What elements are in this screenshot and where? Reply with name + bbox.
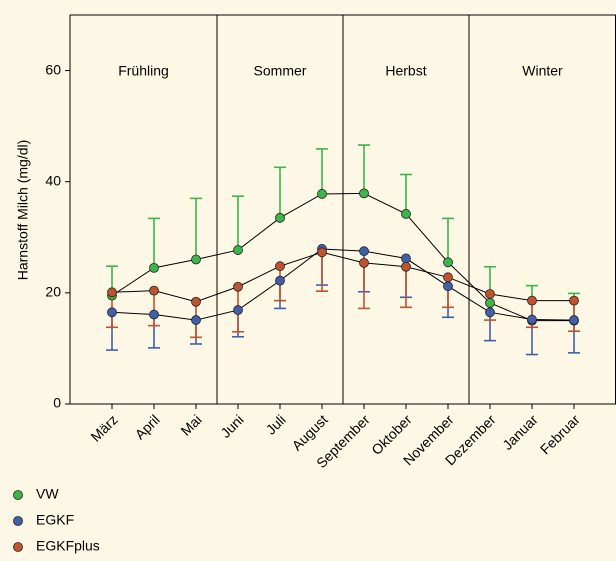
y-axis-label: Harnstoff Milch (mg/dl): [15, 140, 31, 281]
legend-marker: [13, 516, 23, 526]
marker: [485, 307, 495, 318]
x-tick-label: Mai: [177, 411, 204, 438]
y-tick-label: 60: [45, 61, 61, 77]
legend-marker: [13, 542, 23, 552]
marker: [443, 257, 453, 268]
marker: [527, 314, 537, 325]
legend-label: VW: [36, 486, 59, 502]
series-line: [111, 251, 574, 303]
marker: [149, 285, 159, 296]
marker: [359, 246, 369, 257]
series-line: [111, 192, 574, 322]
marker: [107, 307, 117, 318]
marker: [149, 309, 159, 320]
marker: [275, 275, 285, 286]
marker: [191, 254, 201, 265]
marker: [443, 281, 453, 292]
marker: [317, 189, 327, 199]
x-tick-label: März: [87, 411, 120, 444]
series-line: [111, 248, 575, 321]
error-bar: [358, 144, 370, 194]
error-bar: [400, 173, 412, 214]
marker: [569, 295, 579, 306]
season-label: Sommer: [254, 63, 307, 79]
marker: [191, 315, 201, 325]
marker: [149, 262, 159, 273]
error-bar: [358, 262, 370, 310]
error-bar: [274, 166, 286, 218]
y-tick-label: 40: [45, 172, 61, 188]
marker: [233, 305, 243, 315]
y-tick-label: 0: [53, 395, 61, 411]
marker: [317, 247, 327, 258]
season-label: Frühling: [118, 63, 169, 79]
season-label: Winter: [522, 63, 563, 79]
marker: [527, 295, 537, 306]
y-tick-label: 20: [45, 284, 61, 300]
marker: [107, 287, 117, 298]
error-bar: [442, 217, 454, 263]
error-bar: [190, 197, 202, 260]
x-tick-label: Juli: [263, 411, 289, 437]
marker: [443, 272, 453, 283]
error-bar: [316, 148, 328, 194]
error-bar: [148, 217, 160, 268]
legend-marker: [13, 490, 23, 500]
legend-label: EGKF: [36, 512, 74, 528]
x-tick-label: Juni: [217, 411, 246, 440]
marker: [401, 209, 411, 219]
marker: [359, 257, 369, 268]
marker: [401, 253, 411, 264]
x-tick-label: Februar: [537, 411, 583, 457]
marker: [359, 188, 369, 199]
marker: [485, 289, 495, 299]
error-bar: [316, 252, 328, 292]
legend-label: EGKFplus: [36, 538, 100, 554]
marker: [275, 212, 285, 223]
error-bar: [232, 195, 244, 251]
marker: [191, 296, 201, 307]
marker: [233, 245, 243, 255]
marker: [275, 261, 285, 272]
error-bar: [400, 266, 412, 309]
x-tick-label: April: [132, 411, 163, 442]
season-label: Herbst: [385, 63, 426, 79]
marker: [485, 297, 495, 308]
x-tick-label: Januar: [499, 411, 541, 453]
marker: [569, 315, 579, 325]
marker: [401, 261, 411, 272]
marker: [233, 281, 243, 292]
error-bar: [148, 290, 160, 327]
